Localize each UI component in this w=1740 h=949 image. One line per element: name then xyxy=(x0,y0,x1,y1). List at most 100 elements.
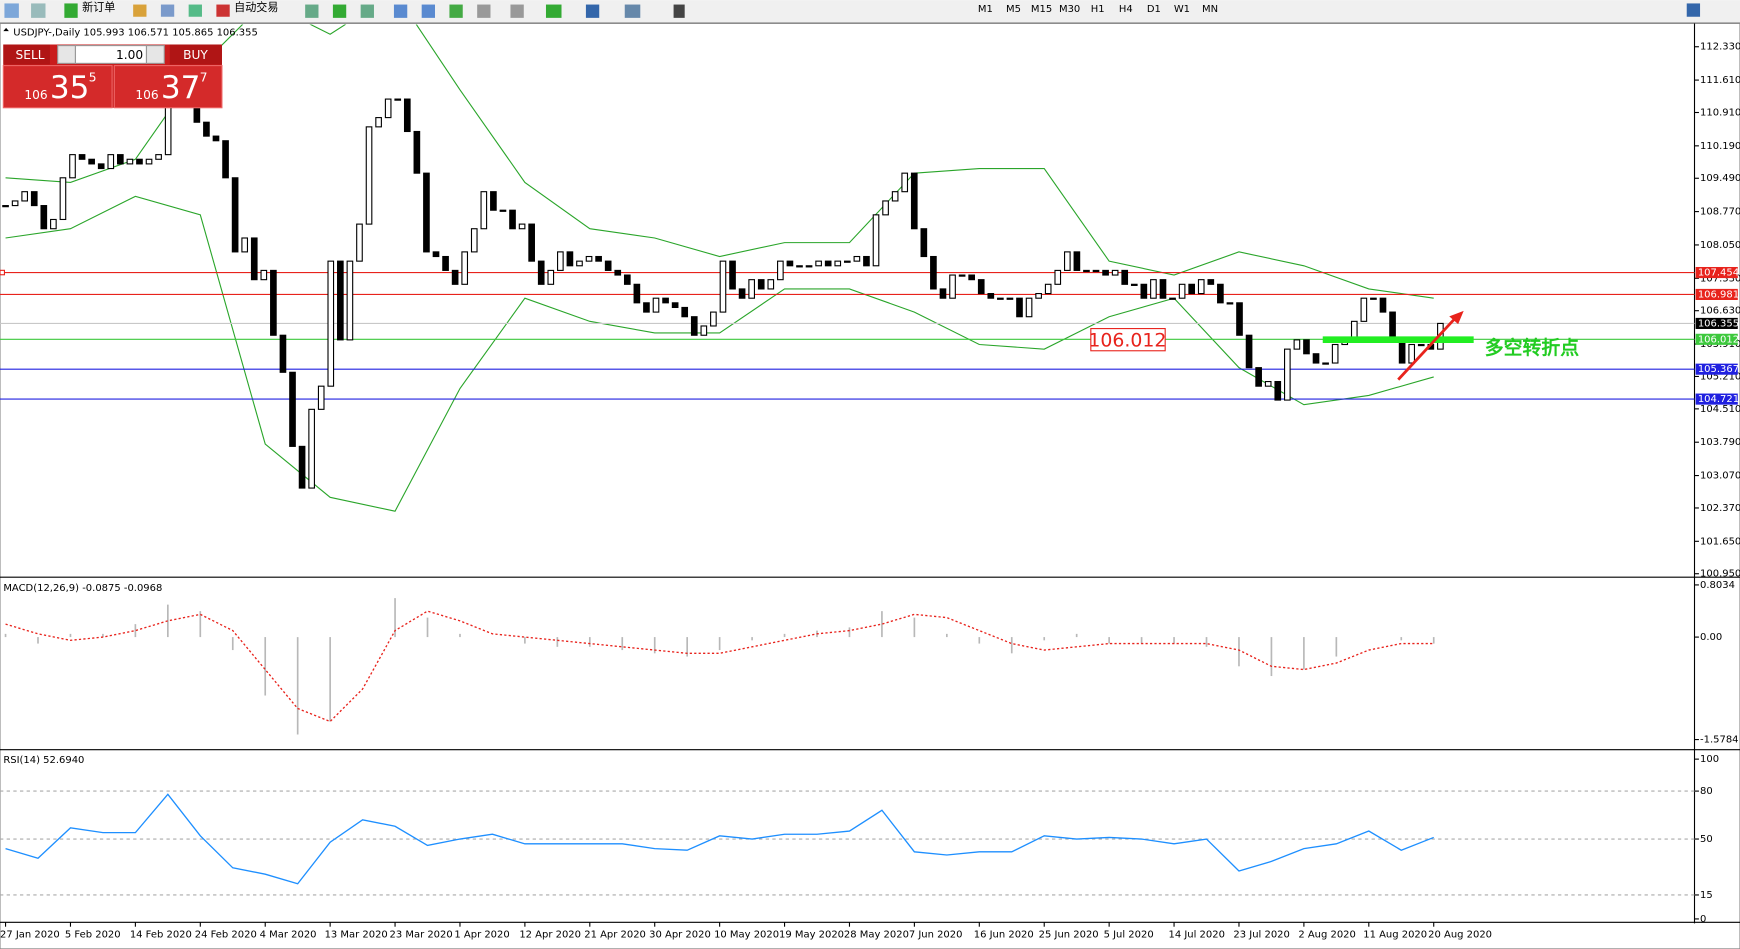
sell-button[interactable] xyxy=(3,44,50,65)
candle xyxy=(566,251,574,267)
price-small: 7 xyxy=(200,70,208,84)
candle xyxy=(920,228,928,258)
sell-label[interactable]: SELL xyxy=(16,48,45,62)
timeframe-button[interactable]: M5 xyxy=(1006,4,1021,15)
level-label-bg xyxy=(1695,333,1738,345)
candle xyxy=(1197,279,1205,295)
lot-up[interactable] xyxy=(145,45,165,64)
buy-price-box[interactable] xyxy=(113,65,223,109)
candle xyxy=(910,172,918,230)
rsi-title: RSI(14) 52.6940 xyxy=(3,755,84,766)
icon[interactable] xyxy=(585,4,600,18)
timeframe-button[interactable]: W1 xyxy=(1174,4,1190,15)
icon[interactable] xyxy=(449,4,463,18)
icon[interactable] xyxy=(477,4,491,18)
icon[interactable] xyxy=(545,4,562,18)
icon[interactable] xyxy=(421,4,435,18)
candle xyxy=(384,98,392,119)
timeframe-button[interactable]: M30 xyxy=(1059,4,1080,15)
lot-down[interactable] xyxy=(57,45,77,64)
icon[interactable] xyxy=(673,4,685,18)
candle xyxy=(394,98,402,101)
candle xyxy=(1025,297,1033,318)
rsi-line xyxy=(5,793,1434,885)
candle xyxy=(69,154,76,179)
icon[interactable] xyxy=(4,3,19,18)
macd-panel xyxy=(4,598,1435,735)
candle xyxy=(145,158,153,165)
level-label: 105.367 xyxy=(1698,364,1739,375)
x-tick-label: 25 Jun 2020 xyxy=(1039,929,1099,940)
candle xyxy=(834,260,842,267)
collapse-icon xyxy=(3,27,9,32)
buy-label[interactable]: BUY xyxy=(183,48,208,62)
timeframe-button[interactable]: H4 xyxy=(1119,4,1133,15)
icon[interactable] xyxy=(624,4,641,18)
x-tick-label: 13 Mar 2020 xyxy=(325,929,388,940)
timeframe-button[interactable]: M1 xyxy=(978,4,993,15)
timeframe-button[interactable]: H1 xyxy=(1091,4,1105,15)
candle xyxy=(652,297,660,313)
timeframe-button[interactable]: MN xyxy=(1202,4,1218,15)
candle xyxy=(289,371,296,447)
candle xyxy=(1188,283,1196,295)
timeframe-button[interactable]: M15 xyxy=(1031,4,1052,15)
icon[interactable] xyxy=(360,4,374,18)
lot[interactable]: 1.00 xyxy=(116,48,143,62)
icon[interactable] xyxy=(133,4,147,17)
buy-button[interactable] xyxy=(169,44,222,65)
toolbar-button[interactable]: 新订单 xyxy=(82,0,115,14)
x-tick-label: 4 Mar 2020 xyxy=(260,929,317,940)
candle xyxy=(78,154,86,160)
arrow-head xyxy=(1449,310,1464,325)
toolbar-items: 新订单 自动交易 M1 M5 M15 M30 H1 H4 D1 W1 MN xyxy=(4,0,1701,18)
candle xyxy=(1322,362,1329,365)
candle xyxy=(595,255,602,262)
candle xyxy=(375,117,382,128)
icon[interactable] xyxy=(305,4,319,18)
price-small: 5 xyxy=(89,70,97,84)
arrow xyxy=(1397,316,1457,381)
x-tick-label: 11 Aug 2020 xyxy=(1363,929,1427,940)
x-tick-label: 23 Mar 2020 xyxy=(390,929,453,940)
icon[interactable] xyxy=(1686,3,1701,17)
x-tick-label: 23 Jul 2020 xyxy=(1233,929,1289,940)
icon[interactable] xyxy=(393,4,408,18)
icon[interactable] xyxy=(188,4,202,17)
candle xyxy=(1073,251,1081,271)
candle xyxy=(1331,343,1339,364)
chart-title: USDJPY-,Daily 105.993 106.571 105.865 10… xyxy=(13,27,257,38)
icon[interactable] xyxy=(216,4,230,17)
candle xyxy=(1370,297,1377,300)
candle xyxy=(1207,279,1215,285)
candle xyxy=(1016,297,1023,318)
toolbar-button[interactable]: 自动交易 xyxy=(234,0,278,14)
x-tick-label: 14 Feb 2020 xyxy=(130,929,192,940)
icon[interactable] xyxy=(510,4,524,18)
candle xyxy=(585,255,593,262)
candle xyxy=(528,223,535,262)
icon[interactable] xyxy=(332,4,347,18)
candle xyxy=(1063,251,1071,271)
icon[interactable] xyxy=(64,3,78,18)
candle xyxy=(1389,311,1396,341)
candle xyxy=(1284,348,1291,401)
y-tick-label: -1.5784 xyxy=(1700,735,1738,746)
candle xyxy=(1226,302,1234,305)
candle xyxy=(757,279,765,290)
candle xyxy=(537,260,545,285)
candle xyxy=(451,269,459,285)
candle xyxy=(997,297,1004,300)
icon[interactable] xyxy=(160,4,175,17)
candle xyxy=(958,274,966,277)
y-tick-label: 108.050 xyxy=(1700,240,1740,251)
timeframe-button[interactable]: D1 xyxy=(1147,4,1161,15)
candle xyxy=(738,288,746,299)
icon[interactable] xyxy=(31,3,46,18)
sell-price-box[interactable] xyxy=(2,65,113,109)
x-tick-label: 27 Jan 2020 xyxy=(0,929,60,940)
candle xyxy=(719,260,727,313)
candle xyxy=(557,251,564,271)
candle xyxy=(690,316,698,336)
level-label: 106.981 xyxy=(1698,289,1739,300)
